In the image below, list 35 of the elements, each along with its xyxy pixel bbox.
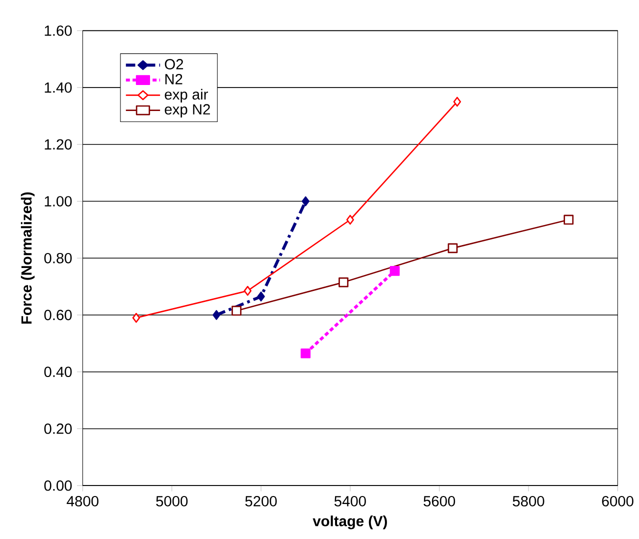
x-tick-label: 6000 <box>602 496 634 506</box>
y-tick-label: 0.40 <box>44 366 72 378</box>
y-tick-label: 0.20 <box>44 424 72 434</box>
y-tick-label: 0.00 <box>44 480 72 491</box>
point <box>390 266 400 276</box>
point <box>132 312 140 323</box>
point <box>300 348 311 358</box>
x-tick-label: 5600 <box>424 496 456 506</box>
x-tick-label: 5800 <box>512 496 544 506</box>
point <box>212 310 220 320</box>
y-tick-label: 1.00 <box>44 196 72 206</box>
y-axis-title: Force (Normalized) <box>20 192 35 324</box>
legend-label: exp air <box>164 88 208 103</box>
point <box>448 243 458 254</box>
point <box>257 292 265 302</box>
point <box>453 96 462 107</box>
point <box>564 214 574 225</box>
point <box>244 286 252 296</box>
x-tick-label: 5000 <box>156 496 188 506</box>
point <box>346 214 354 225</box>
legend-label: N2 <box>165 74 182 84</box>
x-tick-label: 4800 <box>66 496 98 506</box>
point <box>302 196 310 206</box>
y-tick-label: 1.20 <box>44 139 72 150</box>
y-tick-label: 1.40 <box>44 82 72 93</box>
x-tick-label: 5200 <box>245 496 277 506</box>
x-tick-label: 5400 <box>334 496 366 506</box>
legend-label: O2 <box>164 59 184 70</box>
x-axis-title: voltage (V) <box>312 516 387 530</box>
point <box>338 277 348 288</box>
y-tick-label: 1.60 <box>44 26 72 36</box>
y-tick-label: 0.60 <box>44 310 72 320</box>
point <box>232 306 242 316</box>
legend-label: exp N2 <box>164 104 210 118</box>
y-tick-label: 0.80 <box>44 252 72 264</box>
